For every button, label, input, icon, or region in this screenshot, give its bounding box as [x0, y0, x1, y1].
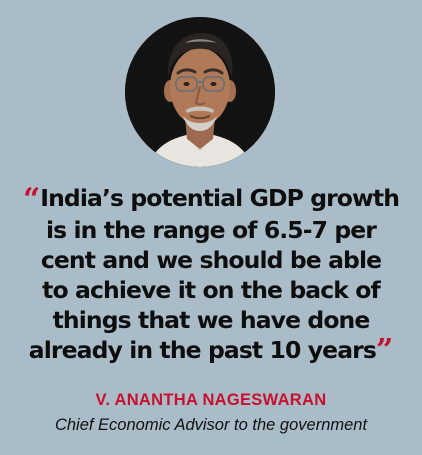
quote-line-4: to achieve it on the back of	[42, 276, 381, 304]
portrait-illustration	[125, 17, 275, 167]
speaker-role: Chief Economic Advisor to the government	[54, 416, 368, 434]
open-quote-mark: “	[22, 182, 41, 217]
quote-line-6: already in the past 10 years	[28, 336, 377, 364]
quote-line-3: cent and we should be able	[40, 246, 382, 274]
speaker-name: V. ANANTHA NAGESWARAN	[95, 391, 327, 409]
speaker-portrait	[125, 17, 275, 167]
quote-line-5: things that we have done	[52, 306, 371, 334]
quote-line-2: is in the range of 6.5-7 per	[45, 216, 377, 244]
close-quote-mark: ”	[375, 333, 394, 368]
quote-line-1: India’s potential GDP growth	[40, 184, 400, 212]
quote-text: “India’s potential GDP growth is in the r…	[0, 183, 422, 366]
